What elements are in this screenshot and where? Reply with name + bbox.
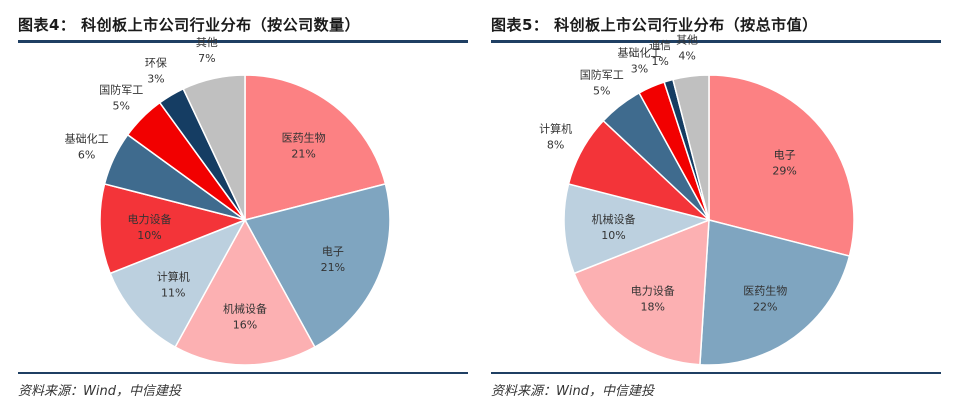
left-slice-value-1: 21% <box>321 261 345 274</box>
right-slice-value-4: 8% <box>547 139 564 152</box>
right-source-note: 资料来源：Wind，中信建投 <box>491 384 654 399</box>
left-slice-label-2: 机械设备 <box>223 302 267 316</box>
left-slice-value-2: 16% <box>233 319 257 332</box>
left-slice-value-0: 21% <box>291 147 315 160</box>
left-title-rule <box>18 40 468 43</box>
left-slice-3 <box>109 218 247 349</box>
right-slice-value-5: 5% <box>593 85 610 98</box>
left-slice-label-6: 国防军工 <box>99 82 143 96</box>
left-slice-value-3: 11% <box>161 286 185 299</box>
right-slice-value-8: 4% <box>678 49 695 62</box>
right-slice-3 <box>563 183 712 275</box>
left-slice-label-7: 环保 <box>145 55 167 69</box>
left-slice-label-4: 电力设备 <box>127 212 171 226</box>
left-figure-title: 图表4： 科创板上市公司行业分布（按公司数量） <box>18 16 361 34</box>
right-source-rule <box>491 372 941 374</box>
left-source-rule <box>18 372 468 374</box>
right-slice-label-8: 其他 <box>676 33 698 46</box>
right-figure: 图表5： 科创板上市公司行业分布（按总市值） 电子 29% 医药生物 22% 电力设备 1… <box>487 0 957 406</box>
right-slice-label-5: 国防军工 <box>580 68 624 82</box>
right-figure-title: 图表5： 科创板上市公司行业分布（按总市值） <box>491 16 818 34</box>
left-slice-8 <box>182 74 246 221</box>
right-slice-label-1: 医药生物 <box>743 283 787 297</box>
left-slice-label-3: 计算机 <box>157 269 190 283</box>
right-slice-label-3: 机械设备 <box>591 212 635 226</box>
right-title-rule <box>491 40 941 43</box>
left-slice-label-5: 基础化工 <box>65 131 109 145</box>
left-slice-4 <box>99 183 248 275</box>
right-slice-value-0: 29% <box>772 164 796 177</box>
right-slice-value-3: 10% <box>601 229 625 242</box>
left-slice-label-0: 医药生物 <box>282 130 326 144</box>
right-slice-value-6: 3% <box>631 62 648 75</box>
right-slice-label-0: 电子 <box>774 148 796 161</box>
left-slice-value-8: 7% <box>198 52 215 65</box>
right-slice-2 <box>573 218 710 366</box>
left-slice-2 <box>174 218 316 366</box>
left-slice-value-4: 10% <box>137 229 161 242</box>
left-slice-0 <box>244 74 387 221</box>
left-figure: 图表4： 科创板上市公司行业分布（按公司数量） 医药生物 21% 电子 21% 机械设备… <box>0 0 470 406</box>
left-slice-1 <box>243 183 391 349</box>
left-slice-value-7: 3% <box>147 72 164 85</box>
left-source-note: 资料来源：Wind，中信建投 <box>18 384 181 399</box>
left-slice-label-1: 电子 <box>322 245 344 258</box>
left-slice-value-6: 5% <box>113 99 130 112</box>
right-slice-value-7: 1% <box>651 55 668 68</box>
left-slice-label-8: 其他 <box>196 36 218 49</box>
right-slice-label-2: 电力设备 <box>631 283 675 297</box>
right-slice-value-1: 22% <box>753 300 777 313</box>
right-slice-8 <box>672 74 710 221</box>
right-pie-chart: 电子 29% 医药生物 22% 电力设备 18% 机械设备 10% 计算机 8% 国防军工 5% 基础化… <box>539 33 855 366</box>
right-slice-value-2: 18% <box>641 300 665 313</box>
right-slice-0 <box>708 74 855 257</box>
left-pie-chart: 医药生物 21% 电子 21% 机械设备 16% 计算机 11% 电力设备 10% 基础化工 6% 国防… <box>65 36 391 366</box>
right-slice-label-4: 计算机 <box>539 122 572 136</box>
right-slice-1 <box>699 219 851 366</box>
left-slice-value-5: 6% <box>78 148 95 161</box>
right-slice-label-7: 通信 <box>649 39 671 52</box>
right-slice-label-6: 基础化工 <box>617 45 661 59</box>
